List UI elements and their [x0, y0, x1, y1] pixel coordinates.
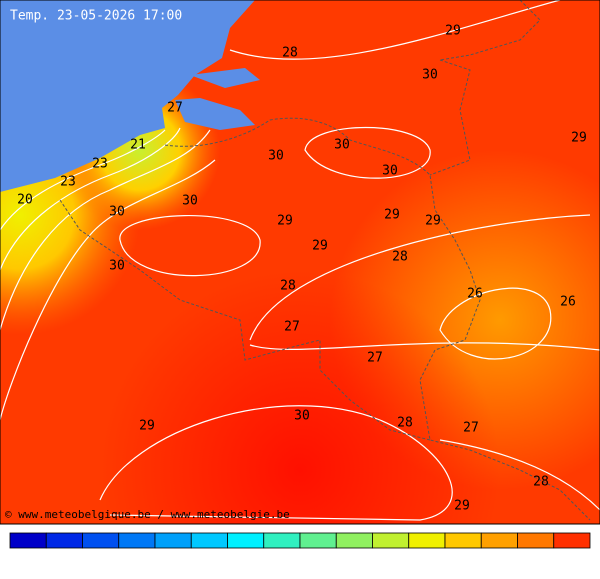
estuary: [175, 68, 260, 130]
borders: [59, 0, 591, 521]
contour-label: 30: [294, 409, 310, 424]
contour-label: 27: [463, 421, 479, 436]
contour-label: 29: [571, 131, 587, 146]
colorbar-swatch: [190, 532, 228, 549]
contour-label: 29: [425, 214, 441, 229]
colorbar-swatch: [9, 532, 47, 549]
contour-label: 30: [334, 138, 350, 153]
contour-label: 28: [280, 279, 296, 294]
contour-label: 30: [182, 194, 198, 209]
colorbar-swatch: [517, 532, 555, 549]
colorbar-swatch: [45, 532, 83, 549]
colorbar-swatch: [444, 532, 482, 549]
map-field: [0, 0, 600, 524]
colorbar-swatch: [408, 532, 446, 549]
colorbar-swatch: [372, 532, 410, 549]
colorbar-swatch: [299, 532, 337, 549]
contour-label: 27: [367, 351, 383, 366]
contour-label: 20: [17, 193, 33, 208]
colorbar-swatch: [335, 532, 373, 549]
colorbar-swatch: [263, 532, 301, 549]
colorbar-swatch: [227, 532, 265, 549]
colorbar-swatch: [154, 532, 192, 549]
contour-label: 30: [268, 149, 284, 164]
colorbar-swatch: [480, 532, 518, 549]
contour-label: 23: [60, 175, 76, 190]
contour-label: 28: [533, 475, 549, 490]
contour-label: 27: [284, 320, 300, 335]
contour-label: 29: [277, 214, 293, 229]
contour-label: 30: [109, 259, 125, 274]
contour-label: 30: [382, 164, 398, 179]
map-title: Temp. 23-05-2026 17:00: [10, 9, 182, 24]
contour-label: 23: [92, 157, 108, 172]
contour-label: 28: [392, 250, 408, 265]
colorbar-swatch: [118, 532, 156, 549]
contour-label: 28: [397, 416, 413, 431]
contour-label: 21: [130, 138, 146, 153]
contour-label: 29: [445, 24, 461, 39]
contour-label: 26: [467, 287, 483, 302]
contour-label: 27: [167, 101, 183, 116]
contour-label: 30: [109, 205, 125, 220]
contours: [0, 0, 600, 521]
contour-label: 29: [312, 239, 328, 254]
contour-labels: 29 28 30 27 21 30 29 23 30 30 23 20 30 30 29 29 29 29 28 30…: [17, 24, 587, 514]
contour-label: 29: [139, 419, 155, 434]
contour-label: 26: [560, 295, 576, 310]
map-frame: [0, 0, 600, 525]
colorbar-swatch: [553, 532, 591, 549]
contour-label: 29: [454, 499, 470, 514]
contour-label: 29: [384, 208, 400, 223]
contour-label: 28: [282, 46, 298, 61]
sea: [0, 0, 255, 192]
colorbar: [9, 532, 591, 549]
credit: © www.meteobelgique.be / www.meteobelgie…: [5, 508, 290, 521]
contour-label: 30: [422, 68, 438, 83]
colorbar-swatch: [82, 532, 120, 549]
